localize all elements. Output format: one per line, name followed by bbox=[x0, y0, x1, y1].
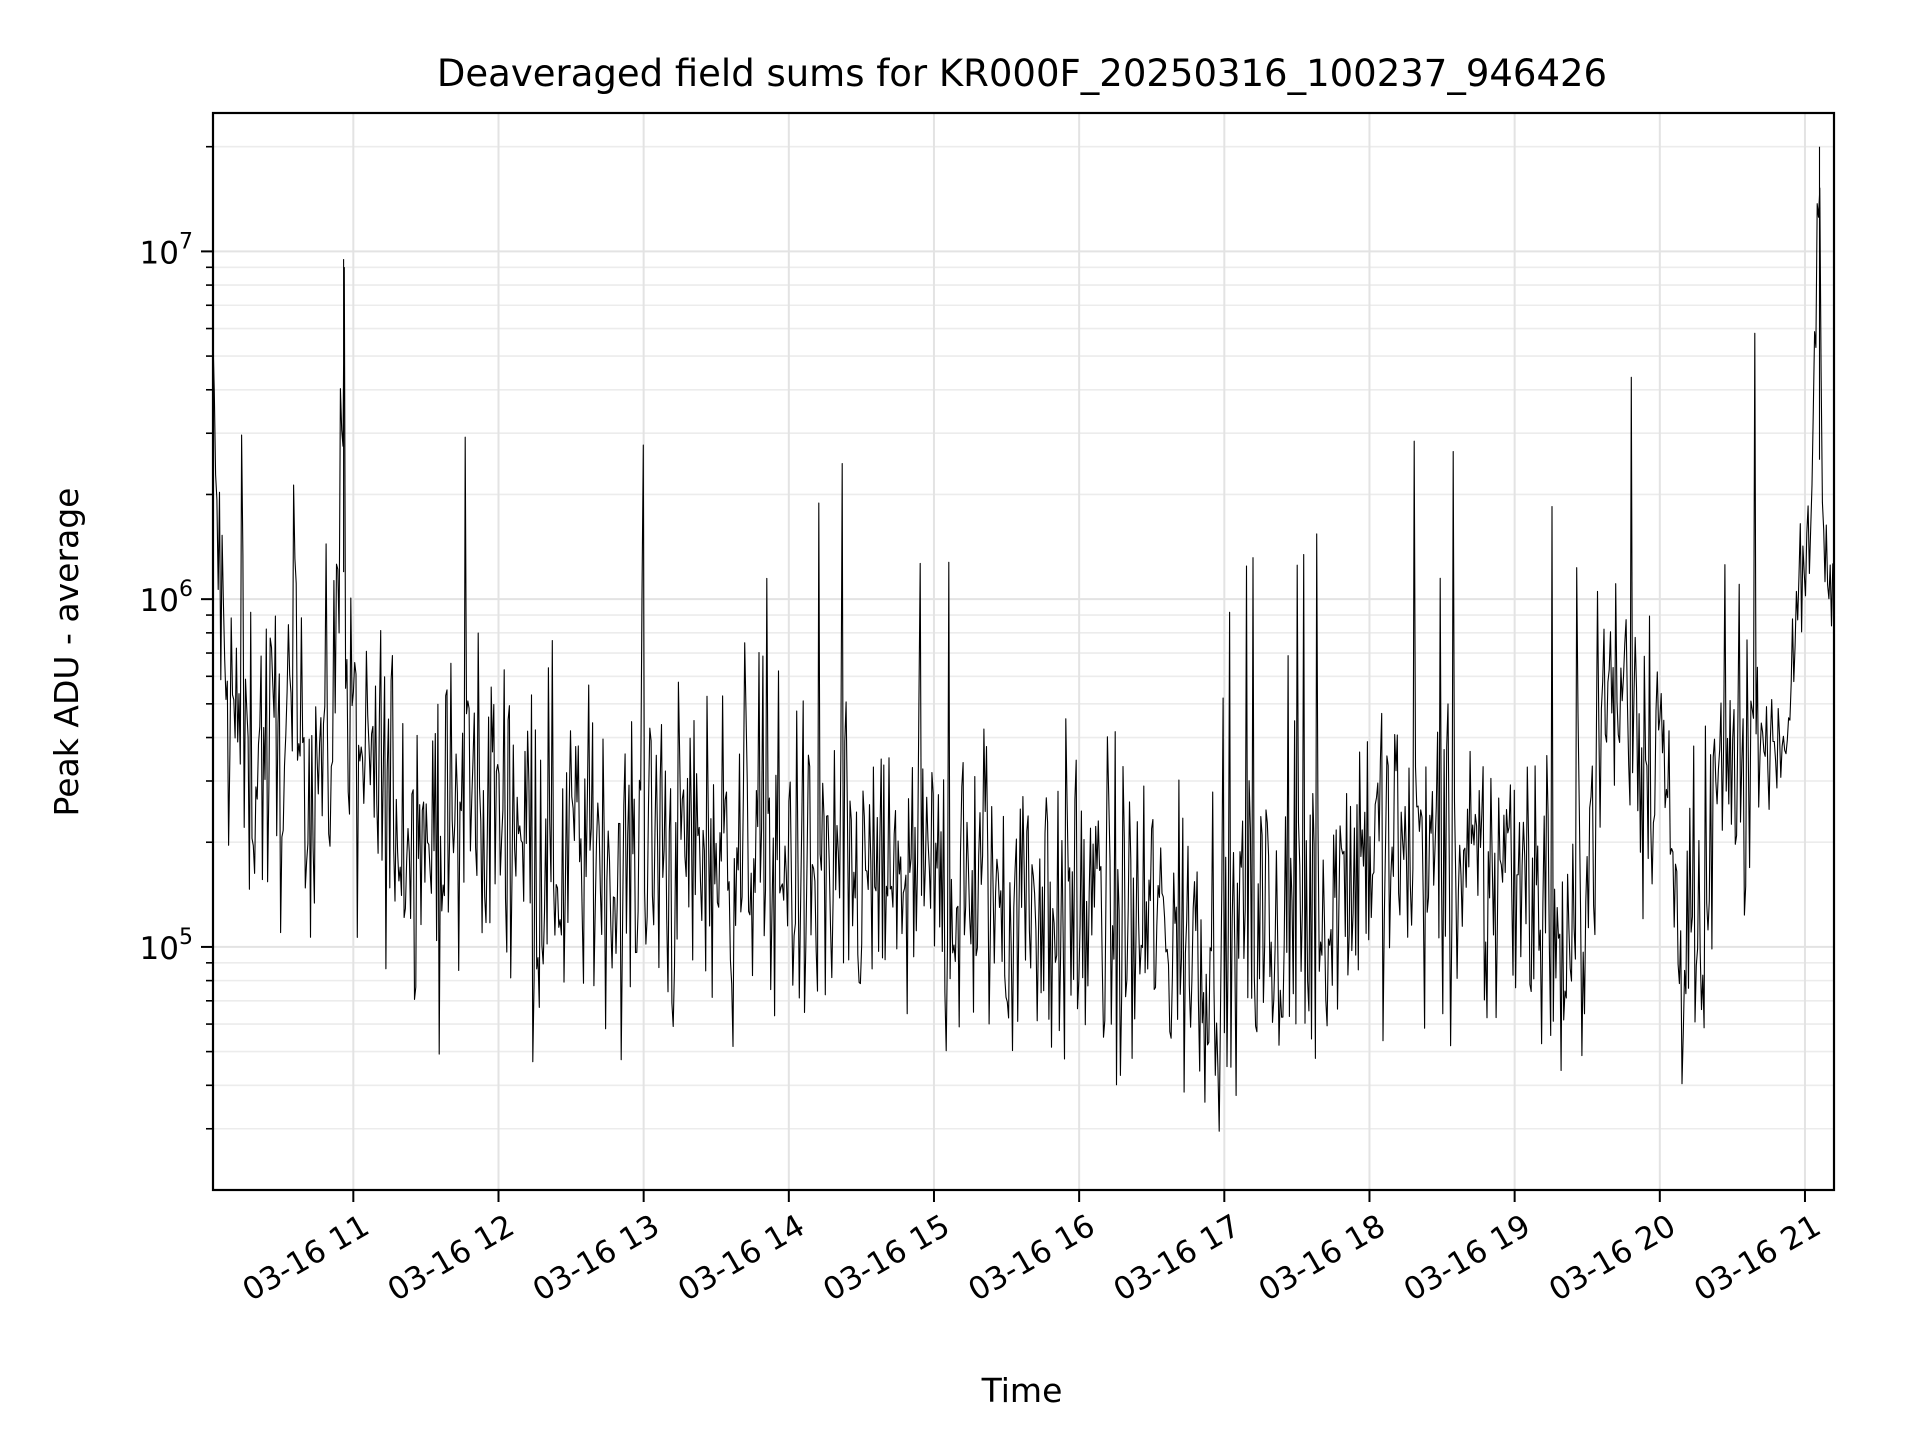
chart-title: Deaveraged field sums for KR000F_2025031… bbox=[437, 52, 1607, 95]
y-axis-label: Peak ADU - average bbox=[47, 488, 86, 817]
y-tick-label: 107 bbox=[140, 229, 193, 271]
plot-frame bbox=[211, 111, 1836, 1192]
y-axis: 105 106 107 bbox=[140, 145, 213, 1130]
grid bbox=[213, 113, 1834, 1190]
series-line bbox=[212, 146, 1834, 1132]
series-layer bbox=[212, 146, 1834, 1132]
y-tick-label: 106 bbox=[140, 577, 193, 619]
x-axis-label: Time bbox=[981, 1371, 1063, 1410]
y-tick-label: 105 bbox=[140, 925, 193, 967]
